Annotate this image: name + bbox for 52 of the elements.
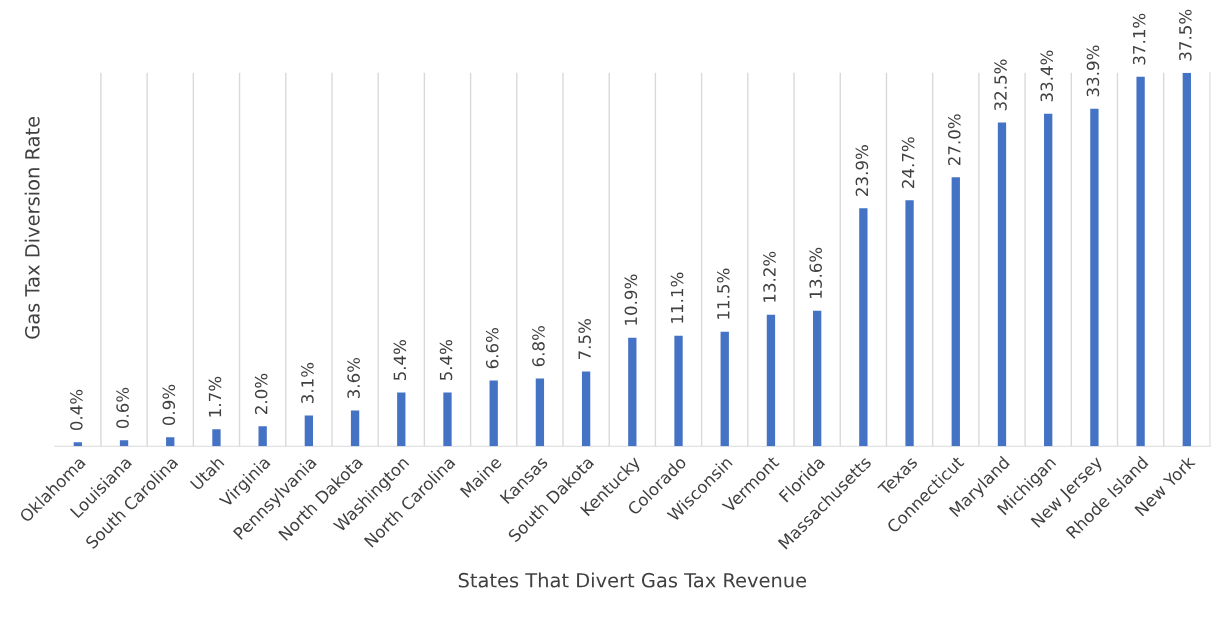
bar [535,378,545,447]
data-label: 27.0% [948,114,961,166]
bar [350,410,360,447]
data-label: 37.1% [1132,13,1146,65]
data-label: 11.1% [670,272,684,323]
bar [628,337,637,447]
data-label: 5.4% [393,339,407,381]
data-label: 10.9% [624,274,638,325]
bar [258,426,267,447]
bar [581,371,591,447]
bar [812,310,822,447]
bar [720,331,729,447]
bar [166,437,175,447]
data-label: 13.2% [763,251,776,302]
data-label: 37.5% [1179,9,1192,61]
bar [304,415,314,447]
data-label: 3.1% [301,362,314,404]
bar [905,200,914,447]
data-label: 6.8% [532,326,545,367]
data-label: 0.6% [116,387,129,429]
data-label: 11.5% [716,268,730,319]
bar [1044,113,1053,447]
bar [73,442,82,447]
bar [212,429,221,447]
bar [859,208,868,447]
bar [766,314,776,447]
data-label: 1.7% [208,376,222,417]
x-axis-title: States That Divert Gas Tax Revenue [458,572,807,588]
bar [1136,76,1145,447]
bar [997,122,1007,447]
data-label: 0.4% [70,389,83,431]
bar [1182,72,1191,447]
bar [119,440,129,447]
y-axis-title: Gas Tax Diversion Rate [24,116,40,339]
data-label: 23.9% [855,145,869,196]
data-label: 5.4% [439,339,453,381]
data-label: 13.6% [809,247,822,298]
bar [951,177,960,447]
data-label: 32.5% [994,59,1007,111]
bar [443,392,452,447]
data-label: 7.5% [578,319,591,360]
bar [397,392,406,447]
bar [674,335,683,447]
data-label: 33.4% [1040,50,1054,102]
data-label: 6.6% [485,328,499,369]
bar [489,380,498,447]
data-label: 24.7% [901,137,915,188]
data-label: 0.9% [162,384,176,426]
data-label: 33.9% [1086,45,1100,97]
bar [1090,108,1099,447]
data-label: 2.0% [254,373,268,415]
data-label: 3.6% [347,357,360,399]
